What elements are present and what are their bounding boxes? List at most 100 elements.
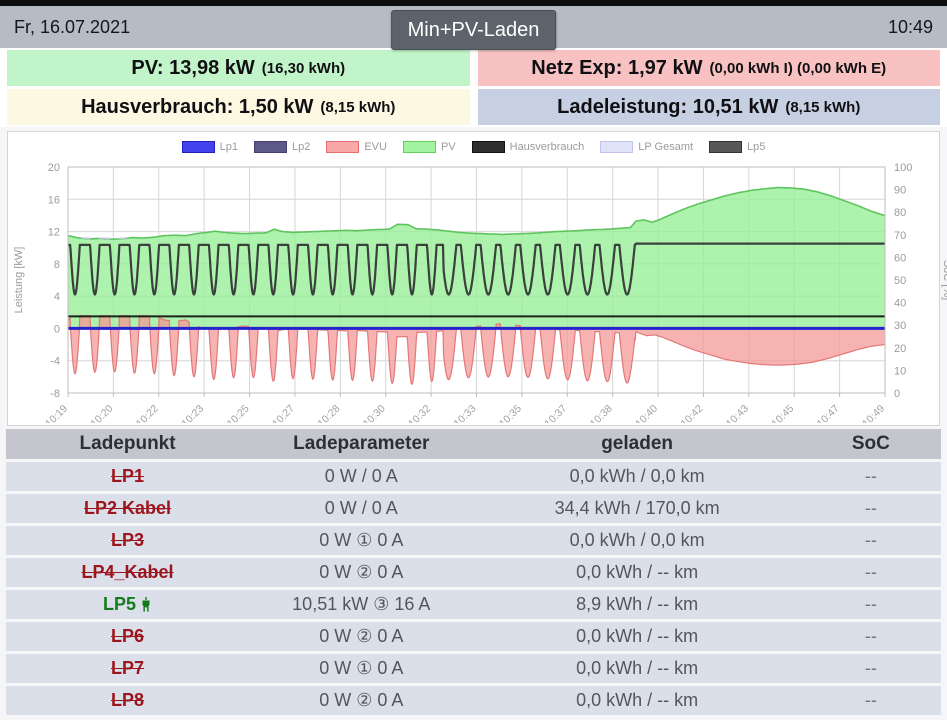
chargepoint-name[interactable]: LP7: [111, 658, 145, 678]
chargepoint-row-lp2-kabel: LP2 Kabel 0 W / 0 A 34,4 kWh / 170,0 km --: [6, 494, 941, 523]
legend-label: Hausverbrauch: [509, 141, 585, 153]
legend-swatch: [181, 141, 215, 153]
chargepoint-name[interactable]: LP5: [103, 594, 152, 615]
x-tick-label: 10:27: [270, 403, 297, 423]
chargepoint-cell: LP7: [6, 658, 249, 679]
charged-energy-value: 0,0 kWh / 0,0 km: [569, 530, 705, 550]
x-tick-label: 10:35: [497, 403, 524, 423]
legend-label: Lp1: [219, 141, 238, 153]
charge-mode-button[interactable]: Min+PV-Laden: [390, 10, 557, 50]
x-tick-label: 10:38: [588, 403, 615, 423]
lp-gesamt-area: [99, 237, 111, 240]
lp-gesamt-area: [81, 237, 91, 240]
charge-params-value: 0 W / 0 A: [324, 466, 398, 486]
y-left-axis-title: Leistung [kW]: [13, 247, 25, 314]
charged-energy-value: 0,0 kWh / -- km: [576, 626, 699, 646]
soc-value: --: [864, 466, 877, 486]
col-header-ladeparameter: Ladeparameter: [293, 433, 430, 454]
table-header-row: Ladepunkt Ladeparameter geladen SoC: [6, 429, 941, 459]
chargepoint-cell: LP1: [6, 466, 249, 487]
house-energy-value: (8,15 kWh): [320, 98, 396, 116]
table-body: LP1 0 W / 0 A 0,0 kWh / 0,0 km -- LP2 Kabel 0…: [6, 462, 941, 715]
x-tick-label: 10:49: [860, 403, 887, 423]
soc-value: --: [864, 626, 877, 646]
charged-energy-value: 34,4 kWh / 170,0 km: [554, 498, 720, 518]
x-tick-label: 10:40: [633, 403, 660, 423]
charge-params-value: 0 W ② 0 A: [319, 626, 404, 646]
x-tick-label: 10:28: [315, 403, 342, 423]
legend-item-lp-gesamt[interactable]: LP Gesamt: [600, 141, 693, 153]
current-date: Fr, 16.07.2021: [14, 16, 131, 37]
status-summary: PV: 13,98 kW (16,30 kWh) Netz Exp: 1,97 …: [0, 48, 947, 127]
charged-energy-value: 0,0 kWh / -- km: [576, 690, 699, 710]
chargepoint-name[interactable]: LP2 Kabel: [84, 498, 172, 518]
soc-value: --: [864, 690, 877, 710]
soc-value: --: [864, 658, 877, 678]
x-tick-label: 10:23: [179, 403, 206, 423]
house-power-value: Hausverbrauch: 1,50 kW: [81, 95, 314, 118]
charge-params-value: 0 W / 0 A: [324, 498, 398, 518]
y-left-tick: 12: [48, 227, 60, 239]
legend-label: LP Gesamt: [638, 141, 694, 153]
pv-line: [67, 186, 886, 240]
legend-item-hausverbrauch[interactable]: Hausverbrauch: [471, 141, 585, 153]
x-tick-label: 10:19: [43, 403, 70, 423]
y-right-tick: 40: [894, 298, 906, 310]
charge-params-value: 0 W ② 0 A: [319, 562, 404, 582]
chargepoint-cell: LP4_Kabel: [6, 562, 249, 583]
charged-energy-value: 0,0 kWh / -- km: [576, 562, 699, 582]
chargepoint-row-lp5: LP5 10,51 kW ③ 16 A 8,9 kWh / -- km --: [6, 590, 941, 619]
legend-item-lp5[interactable]: Lp5: [709, 141, 765, 153]
chargepoint-cell: LP8: [6, 690, 249, 711]
chargepoint-name[interactable]: LP8: [111, 690, 145, 710]
y-left-tick: 20: [48, 162, 60, 174]
chargepoint-name[interactable]: LP6: [111, 626, 145, 646]
x-tick-label: 10:43: [724, 403, 751, 423]
col-header-soc: SoC: [851, 433, 890, 454]
y-right-tick: 100: [894, 162, 912, 174]
legend-swatch: [253, 141, 287, 153]
y-right-tick: 20: [894, 343, 906, 355]
x-tick-label: 10:42: [678, 403, 705, 423]
chargepoint-row-lp8: LP8 0 W ② 0 A 0,0 kWh / -- km --: [6, 686, 941, 715]
soc-value: --: [864, 530, 877, 550]
y-right-tick: 60: [894, 252, 906, 264]
charged-energy-value: 0,0 kWh / 0,0 km: [569, 466, 705, 486]
chargepoint-name[interactable]: LP3: [111, 530, 145, 550]
x-tick-label: 10:32: [406, 403, 433, 423]
house-consumption-box: Hausverbrauch: 1,50 kW (8,15 kWh): [7, 89, 470, 125]
pv-energy-value: (16,30 kWh): [261, 59, 346, 77]
x-tick-label: 10:37: [542, 403, 569, 423]
charge-energy-value: (8,15 kWh): [785, 98, 861, 116]
chargepoint-table: Ladepunkt Ladeparameter geladen SoC LP1 0…: [0, 428, 947, 715]
x-tick-label: 10:25: [225, 403, 252, 423]
pv-power-value: PV: 13,98 kW: [131, 56, 255, 79]
chargepoint-cell: LP2 Kabel: [6, 498, 249, 519]
legend-swatch: [471, 141, 505, 153]
y-right-tick: 90: [894, 185, 906, 197]
y-left-tick: 16: [48, 194, 60, 206]
charged-energy-value: 8,9 kWh / -- km: [576, 594, 699, 614]
evu-area: [68, 315, 885, 385]
lp-gesamt-area: [119, 237, 128, 240]
y-right-tick: 70: [894, 230, 906, 242]
legend-label: Lp5: [747, 141, 766, 153]
legend-item-lp1[interactable]: Lp1: [181, 141, 238, 153]
power-soc-chart: Lp1 Lp2 EVU PV Hausverbrauch LP Gesamt Lp5 20 1…: [7, 131, 947, 426]
legend-item-lp2[interactable]: Lp2: [253, 141, 311, 153]
soc-value: --: [864, 498, 877, 518]
y-left-tick: 0: [54, 323, 60, 335]
legend-label: Lp2: [291, 141, 311, 153]
current-time: 10:49: [887, 16, 933, 37]
legend-item-evu[interactable]: EVU: [326, 141, 387, 153]
col-header-ladepunkt: Ladepunkt: [79, 433, 176, 454]
chargepoint-name[interactable]: LP4_Kabel: [81, 562, 174, 582]
chargepoint-row-lp4-kabel: LP4_Kabel 0 W ② 0 A 0,0 kWh / -- km --: [6, 558, 941, 587]
app-header-bar: Fr, 16.07.2021 Min+PV-Laden 10:49: [0, 6, 947, 50]
legend-item-pv[interactable]: PV: [402, 141, 456, 153]
lp5-line: [67, 242, 886, 296]
charged-energy-value: 0,0 kWh / -- km: [576, 658, 699, 678]
chargepoint-name[interactable]: LP1: [111, 466, 145, 486]
chargepoint-row-lp6: LP6 0 W ② 0 A 0,0 kWh / -- km --: [6, 622, 941, 651]
